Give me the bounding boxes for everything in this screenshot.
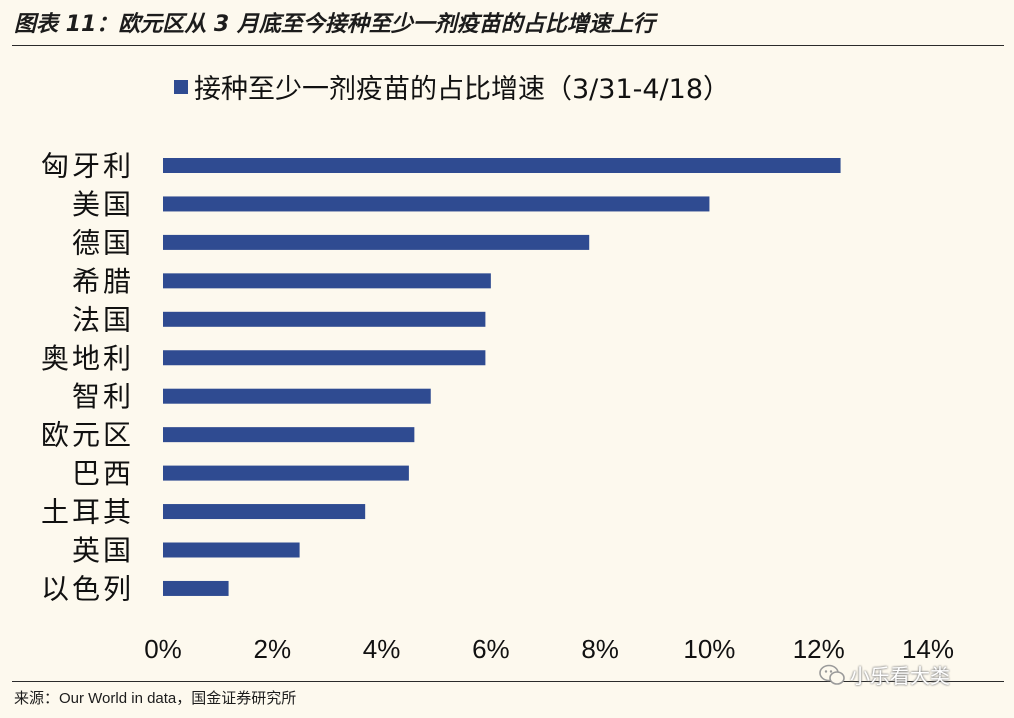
category-label: 英国 — [72, 534, 134, 567]
category-label: 巴西 — [72, 457, 134, 490]
bar — [163, 350, 486, 366]
x-tick-label: 8% — [581, 634, 619, 664]
category-label: 奥地利 — [41, 342, 134, 375]
chart-legend: 接种至少一剂疫苗的占比增速（3/31-4/18） — [174, 74, 730, 105]
bar — [163, 311, 486, 327]
x-tick-label: 6% — [472, 634, 510, 664]
x-tick-labels: 0% 2% 4% 6% 8% 10% 12% 14% — [144, 634, 954, 664]
x-tick-label: 4% — [363, 634, 401, 664]
bars-group — [163, 158, 841, 596]
category-label: 匈牙利 — [41, 150, 134, 183]
category-label: 欧元区 — [41, 419, 134, 452]
category-label: 法国 — [72, 303, 134, 336]
bar — [163, 234, 590, 250]
x-tick-label: 12% — [793, 634, 845, 664]
x-tick-label: 10% — [683, 634, 735, 664]
figure-title: 图表 11：欧元区从 3 月底至今接种至少一剂疫苗的占比增速上行 — [14, 12, 655, 37]
x-tick-label: 14% — [902, 634, 954, 664]
category-label: 希腊 — [72, 265, 134, 298]
bar — [163, 427, 415, 443]
bar — [163, 504, 366, 520]
x-tick-label: 2% — [253, 634, 291, 664]
bar — [163, 158, 841, 173]
source-divider — [12, 681, 1004, 682]
watermark-text: 小乐看大类 — [850, 664, 950, 688]
wechat-icon — [819, 664, 845, 685]
category-label: 土耳其 — [41, 496, 134, 529]
category-label: 德国 — [72, 226, 134, 259]
legend-swatch — [174, 80, 188, 94]
x-tick-label: 0% — [144, 634, 182, 664]
watermark: 小乐看大类 — [818, 660, 950, 689]
bar — [163, 542, 300, 558]
bar — [163, 196, 710, 212]
bar — [163, 580, 229, 596]
legend-label: 接种至少一剂疫苗的占比增速（3/31-4/18） — [194, 74, 730, 105]
bar — [163, 388, 431, 404]
category-label: 以色列 — [41, 572, 134, 605]
category-label: 美国 — [72, 188, 134, 221]
title-divider — [12, 45, 1004, 46]
bar — [163, 465, 409, 481]
category-label: 智利 — [72, 380, 134, 413]
bar — [163, 273, 491, 289]
source-note: 来源：Our World in data，国金证券研究所 — [14, 690, 297, 707]
